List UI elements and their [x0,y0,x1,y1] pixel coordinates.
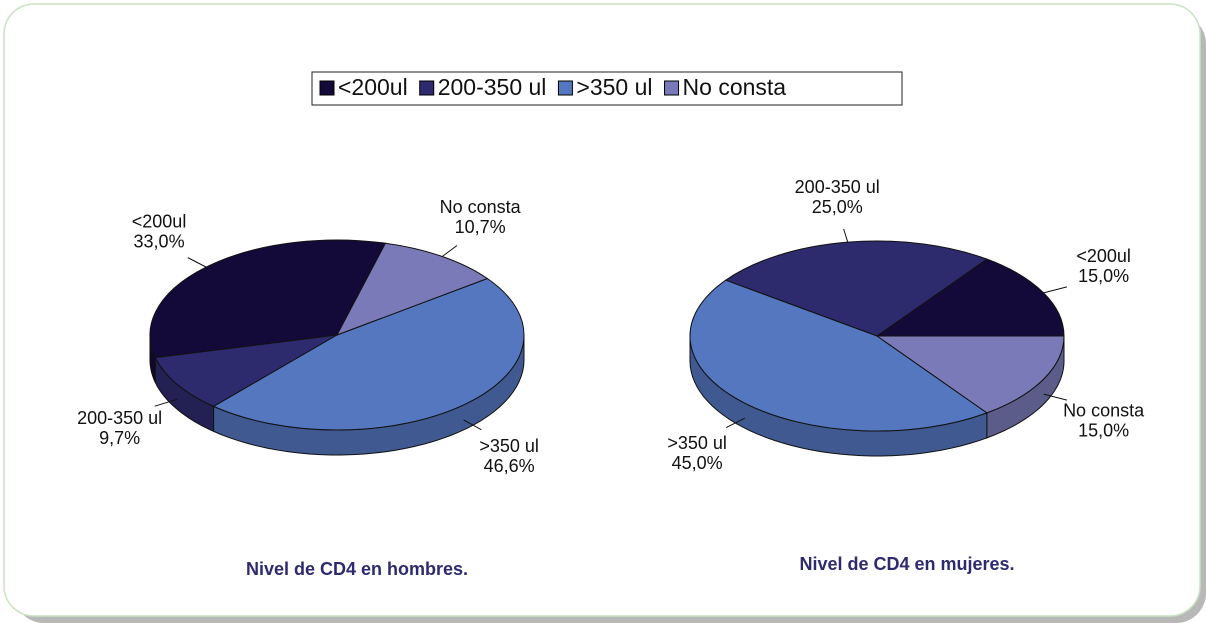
slice-label: 200-350 ul [795,177,880,197]
pie-slice [149,239,387,359]
slice-label: >350 ul [479,436,539,456]
slice-label: No consta [1063,400,1145,420]
slice-label: <200ul [132,211,187,231]
slice-value: 9,7% [99,428,140,448]
slice-value: 45,0% [672,453,723,473]
legend: <200ul 200-350 ul >350 ul No consta [319,74,787,100]
slice-label: <200ul [1076,246,1131,266]
leader-line [187,257,207,268]
slice-label: 200-350 ul [77,408,162,428]
leader-line [726,417,745,429]
slice-value: 15,0% [1078,266,1129,286]
leader-line [154,398,178,407]
leader-line [1043,286,1068,294]
slice-value: 15,0% [1078,420,1129,440]
slice-value: 33,0% [134,231,185,251]
slice-label: No consta [440,197,522,217]
leader-line [463,419,482,431]
legend-swatch [419,80,435,96]
slice-value: 10,7% [455,217,506,237]
slice-value: 46,6% [484,456,535,476]
legend-label: >350 ul [576,74,652,100]
legend-swatch [557,80,573,96]
card [3,3,1201,617]
legend-box [311,71,903,106]
pie-slice [689,279,988,432]
leader-line [441,245,458,257]
legend-label: No consta [683,74,787,100]
legend-swatch [319,80,335,96]
pie-slice [212,277,525,431]
legend-label: 200-350 ul [438,74,547,100]
chart-title: Nivel de CD4 en mujeres. [799,554,1014,574]
slice-value: 25,0% [812,197,863,217]
leader-line [1043,393,1068,401]
chart-title: Nivel de CD4 en hombres. [246,559,468,579]
pie-slice [154,334,338,407]
leader-line [843,228,849,243]
slice-label: >350 ul [667,433,727,453]
legend-label: <200ul [338,74,408,100]
pie-slice [875,335,1065,414]
legend-swatch [664,80,680,96]
